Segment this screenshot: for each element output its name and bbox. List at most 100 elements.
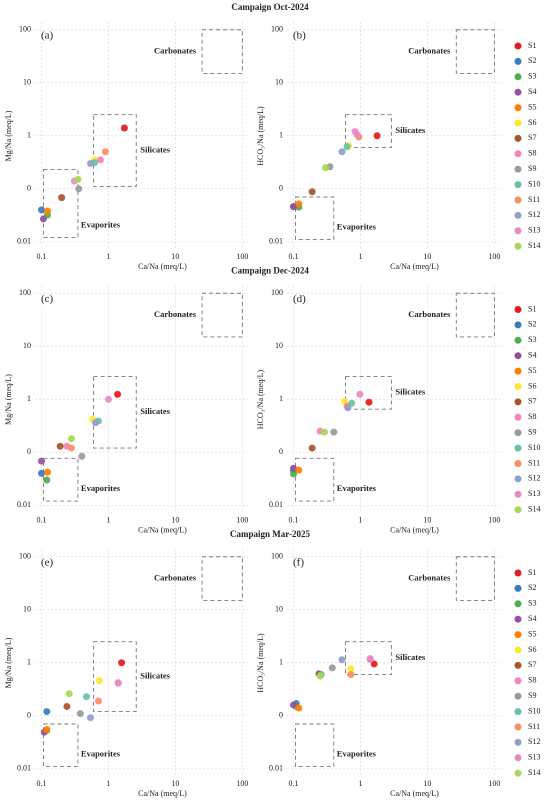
x-tick-label: 1	[358, 515, 362, 524]
legend-marker	[514, 677, 522, 685]
x-tick-label: 100	[488, 252, 500, 261]
legend-label: S8	[528, 149, 536, 158]
x-tick-label: 1	[358, 779, 362, 788]
legend-marker	[514, 383, 522, 390]
legend-label: S2	[528, 320, 536, 329]
point	[328, 664, 336, 672]
point	[120, 124, 128, 132]
x-tick-label: 0.1	[288, 779, 298, 788]
x-tick-label: 10	[423, 779, 431, 788]
legend-marker	[514, 88, 522, 96]
point	[37, 469, 45, 477]
row-title: Campaign Mar-2025	[230, 529, 310, 539]
region-label: Carbonates	[408, 573, 451, 583]
region-box	[455, 556, 495, 601]
y-tick-label: 1	[279, 131, 283, 140]
region-label: Silicates	[395, 125, 425, 135]
x-axis-label: Ca/Na (meq/L)	[390, 262, 439, 271]
region-label: Silicates	[395, 652, 425, 662]
point	[118, 659, 126, 667]
y-tick-label: 100	[19, 552, 31, 561]
legend-label: S7	[528, 133, 536, 142]
legend-label: S8	[528, 412, 536, 421]
region-box	[93, 114, 137, 188]
point	[37, 206, 45, 214]
legend-label: S3	[528, 72, 536, 81]
y-axis-label: HCO₃/Na (meq/L)	[256, 369, 265, 429]
point	[365, 398, 373, 406]
region-label: Silicates	[140, 406, 170, 416]
point	[356, 390, 364, 398]
point	[320, 428, 328, 436]
x-tick-label: 0.1	[288, 252, 298, 261]
x-tick-label: 10	[171, 779, 179, 788]
region-label: Carbonates	[154, 309, 197, 319]
legend-marker	[514, 42, 522, 50]
legend-label: S1	[528, 304, 536, 313]
legend-marker	[514, 242, 522, 250]
point	[295, 466, 303, 474]
y-axis-label: Mg/Na (meq/L)	[4, 110, 13, 161]
point	[347, 671, 355, 679]
region-label: Evaporites	[81, 220, 121, 230]
x-tick-label: 0.1	[288, 515, 298, 524]
point	[308, 444, 316, 452]
point	[289, 203, 297, 211]
point	[67, 444, 75, 452]
legend-marker	[514, 336, 522, 344]
legend-marker	[514, 738, 522, 746]
region-box	[345, 114, 392, 148]
region-box	[93, 375, 137, 449]
legend-marker	[514, 104, 522, 112]
legend-marker	[514, 475, 522, 483]
x-axis-label: Ca/Na (meq/L)	[138, 262, 187, 271]
legend-marker	[514, 181, 522, 189]
y-tick-label: 0	[279, 711, 283, 720]
legend-label: S13	[528, 226, 540, 235]
region-label: Evaporites	[337, 749, 377, 759]
legend-label: S5	[528, 102, 536, 111]
legend-label: S8	[528, 676, 536, 685]
legend-marker	[514, 661, 522, 669]
point	[76, 710, 84, 718]
region-box	[295, 723, 335, 768]
point	[75, 185, 83, 193]
region-box	[345, 641, 392, 675]
region-label: Carbonates	[154, 573, 197, 583]
y-axis-label: HCO₃/Na (meq/L)	[256, 106, 265, 166]
y-tick-label: 1	[279, 394, 283, 403]
point	[295, 200, 303, 208]
y-axis-label: Mg/Na (meq/L)	[4, 637, 13, 688]
y-tick-label: 0.01	[269, 764, 283, 773]
legend-label: S12	[528, 737, 540, 746]
point	[43, 476, 51, 484]
y-axis-label: HCO₃/Na (meq/L)	[256, 633, 265, 693]
y-tick-label: 1	[27, 131, 31, 140]
y-tick-label: 0	[27, 447, 31, 456]
y-tick-label: 10	[23, 341, 31, 350]
point	[37, 457, 45, 465]
point	[96, 156, 104, 164]
region-label: Silicates	[395, 387, 425, 397]
point	[58, 194, 66, 202]
point	[44, 468, 52, 476]
region-box	[43, 169, 79, 239]
point	[373, 132, 381, 140]
legend-marker	[514, 227, 522, 235]
region-box	[201, 556, 243, 601]
point	[82, 693, 90, 701]
region-box	[455, 292, 495, 338]
legend-marker	[514, 506, 522, 514]
point	[289, 464, 297, 472]
y-tick-label: 10	[275, 605, 283, 614]
legend-marker	[514, 444, 522, 452]
region-label: Evaporites	[81, 483, 121, 493]
legend-marker	[514, 306, 522, 313]
y-tick-label: 1	[27, 394, 31, 403]
point	[347, 665, 355, 673]
point	[344, 404, 352, 412]
point	[338, 656, 346, 664]
legend-marker	[514, 723, 522, 731]
region-box	[201, 29, 243, 74]
